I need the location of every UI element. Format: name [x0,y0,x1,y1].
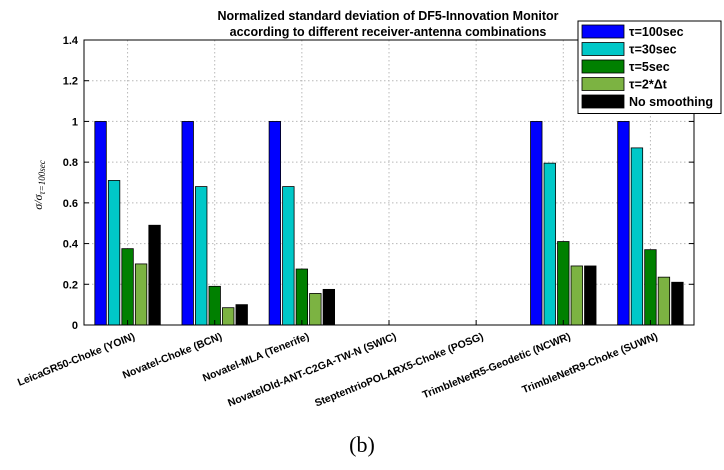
y-axis-ticks: 0 0.2 0.4 0.6 0.8 1 1.2 1.4 [63,35,694,332]
legend-swatch [581,77,625,91]
bar [268,121,282,326]
y-tick-label: 0.4 [63,239,79,251]
bar [617,121,630,326]
bar [644,249,657,326]
bar [543,162,556,326]
legend-swatch [581,94,625,109]
legend: τ=100sec τ=30sec τ=5sec τ=2*Δt No smoothing [577,20,722,114]
bar [208,285,221,326]
bar [570,265,583,326]
bar [322,288,336,326]
y-tick-label: 0.6 [63,198,78,210]
y-axis-label: σ/στ=100sec [31,160,47,209]
x-category-label: NovatelOld-ANT-C2GA-TW-N (SWIC) [226,331,398,410]
y-axis-label-text: σ/στ=100sec [31,160,47,209]
bar [148,224,161,326]
x-category-label: SteptentrioPOLARX5-Choke (POSG) [313,331,485,410]
bar [235,304,248,326]
legend-label: τ=5sec [629,60,670,74]
bar [630,147,644,326]
legend-swatch [581,42,625,56]
figure-caption: (b) [349,432,375,457]
bar [181,121,194,326]
bar [309,293,322,326]
bar [222,307,235,326]
bar [584,265,597,326]
chart-title: Normalized standard deviation of DF5-Inn… [218,9,559,39]
chart-title-line-1: Normalized standard deviation of DF5-Inn… [218,9,559,23]
y-tick-label: 0.8 [63,157,78,169]
x-axis-category-labels: LeicaGR50-Choke (YOIN)Novatel-Choke (BCN… [16,331,660,410]
y-tick-label: 1 [72,116,78,128]
y-tick-label: 0.2 [63,279,78,291]
chart-title-line-2: according to different receiver-antenna … [230,25,547,39]
bar [94,121,107,326]
bar [530,121,543,326]
bar [671,281,684,326]
bar [121,248,134,326]
bar [557,241,570,326]
y-tick-label: 1.2 [63,76,78,88]
bar [107,180,121,326]
x-category-label: LeicaGR50-Choke (YOIN) [16,331,137,389]
legend-swatch [581,59,625,74]
legend-swatch [581,24,625,39]
y-tick-label: 1.4 [63,35,79,47]
legend-label: τ=30sec [629,43,677,57]
y-tick-label: 0 [72,320,78,332]
legend-label: No smoothing [629,95,713,109]
bars [94,121,684,326]
bar [295,268,309,326]
bar [657,276,671,326]
bar [134,263,148,326]
x-category-label: TrimbleNetR5-Geodetic (NCWR) [421,331,573,402]
legend-label: τ=2*Δt [629,78,668,92]
legend-label: τ=100sec [629,25,684,39]
bar [195,186,208,326]
bar [282,186,295,326]
